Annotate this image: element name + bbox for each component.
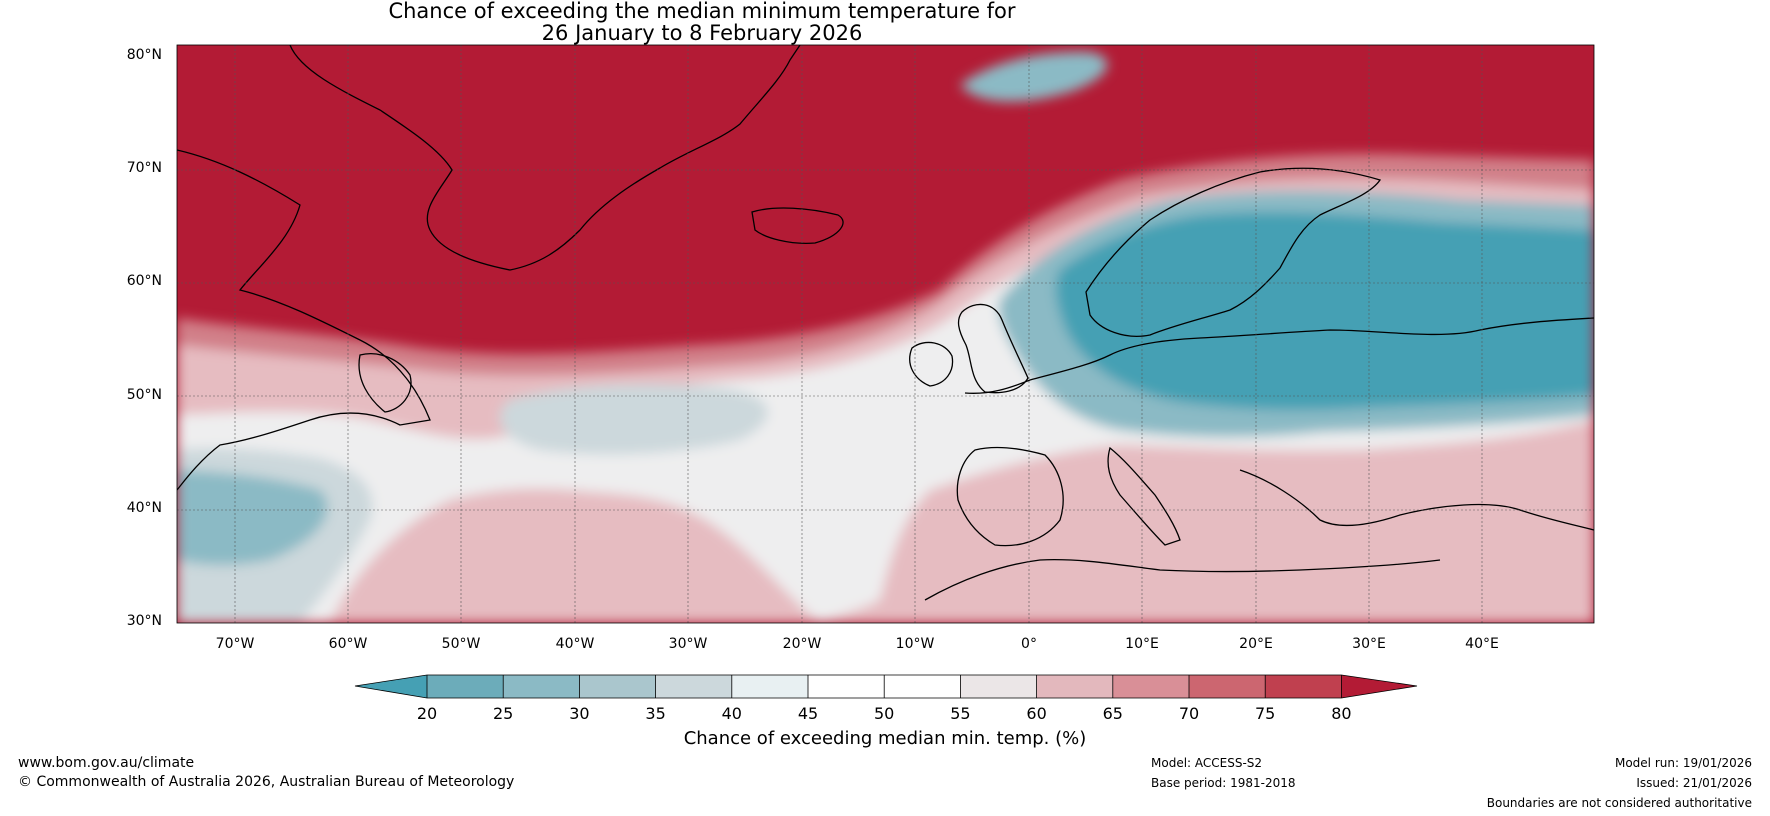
lon-label-60w: 60°W [328, 636, 368, 652]
band-cool-mid-atlantic [500, 384, 768, 455]
model-run-date: Model run: 19/01/2026 [1614, 756, 1752, 770]
coastlines [177, 45, 1594, 601]
balkans-turkey-coast [1239, 469, 1594, 531]
graticule [177, 45, 1594, 623]
colorbar-swatch-40-45 [731, 675, 808, 698]
colorbar-tick-50: 50 [874, 704, 895, 723]
boundaries-disclaimer: Boundaries are not considered authoritat… [1486, 796, 1752, 810]
scandinavia-coast [1085, 167, 1382, 337]
lat-label-40n: 40°N [126, 500, 162, 516]
colorbar-swatch-30-35 [579, 675, 656, 698]
base-period: Base period: 1981-2018 [1151, 776, 1296, 790]
colorbar-dividers [426, 675, 1342, 698]
lon-label-40e: 40°E [1465, 636, 1499, 652]
lon-label-30w: 30°W [668, 636, 708, 652]
issued-date: Issued: 21/01/2026 [1636, 776, 1752, 790]
colorbar-tick-40: 40 [721, 704, 742, 723]
colorbar [354, 674, 1418, 699]
band-cold-arctic [960, 51, 1108, 102]
iceland-coast [751, 207, 844, 244]
band-coldest-europe [1055, 212, 1594, 410]
model-name: Model: ACCESS-S2 [1151, 756, 1263, 770]
continental-europe-coast [964, 317, 1594, 394]
italy-coast [1107, 446, 1181, 546]
newfoundland-coast [358, 353, 412, 413]
colorbar-tick-55: 55 [950, 704, 971, 723]
ireland-coast [909, 341, 954, 387]
colorbar-swatch-35-40 [655, 675, 732, 698]
iberia-coast [956, 446, 1064, 547]
lon-label-0: 0° [1021, 636, 1037, 652]
website-url: www.bom.gov.au/climate [18, 755, 195, 771]
lon-label-40w: 40°W [555, 636, 595, 652]
colorbar-tick-45: 45 [797, 704, 819, 723]
lon-label-10w: 10°W [895, 636, 935, 652]
map-frame [176, 44, 1595, 624]
colorbar-swatch-65-70 [1112, 675, 1189, 698]
lat-label-80n: 80°N [126, 47, 162, 63]
lon-label-70w: 70°W [215, 636, 255, 652]
colorbar-tick-35: 35 [645, 704, 666, 723]
colorbar-swatch-60-65 [1036, 675, 1113, 698]
map-title-line-2: 26 January to 8 February 2026 [541, 21, 863, 45]
colorbar-swatch-50-55 [884, 675, 961, 698]
colorbar-swatch-55-60 [960, 675, 1037, 698]
lat-label-30n: 30°N [126, 613, 162, 629]
colorbar-label: Chance of exceeding median min. temp. (%… [683, 728, 1087, 749]
lon-label-20e: 20°E [1239, 636, 1273, 652]
colorbar-tick-30: 30 [569, 704, 590, 723]
colorbar-swatch-20-25 [427, 675, 504, 698]
colorbar-tick-70: 70 [1178, 704, 1200, 723]
colorbar-high-arrow [1341, 675, 1417, 698]
great-britain-coast [957, 303, 1029, 394]
copyright-notice: © Commonwealth of Australia 2026, Austra… [18, 774, 515, 790]
lon-label-30e: 30°E [1352, 636, 1386, 652]
greenland-coast [289, 45, 801, 271]
colorbar-swatch-45-50 [808, 675, 885, 698]
colorbar-tick-20: 20 [416, 704, 438, 723]
lat-label-50n: 50°N [126, 387, 162, 403]
probability-field [177, 45, 1594, 623]
lon-label-50w: 50°W [441, 636, 481, 652]
lat-label-60n: 60°N [126, 273, 162, 289]
map-title-line-1: Chance of exceeding the median minimum t… [388, 0, 1016, 23]
colorbar-tick-25: 25 [493, 704, 514, 723]
lon-label-20w: 20°W [782, 636, 822, 652]
colorbar-low-arrow [355, 675, 427, 698]
lat-label-70n: 70°N [126, 160, 162, 176]
colorbar-tick-60: 60 [1026, 704, 1047, 723]
colorbar-swatch-25-30 [503, 675, 580, 698]
colorbar-tick-75: 75 [1255, 704, 1276, 723]
north-africa-coast [924, 559, 1441, 601]
colorbar-tick-80: 80 [1331, 704, 1352, 723]
band-cold-west-atlantic [177, 470, 328, 565]
colorbar-swatch-70-75 [1189, 675, 1266, 698]
colorbar-swatch-75-80 [1265, 675, 1342, 698]
lon-label-10e: 10°E [1125, 636, 1159, 652]
colorbar-tick-65: 65 [1102, 704, 1123, 723]
